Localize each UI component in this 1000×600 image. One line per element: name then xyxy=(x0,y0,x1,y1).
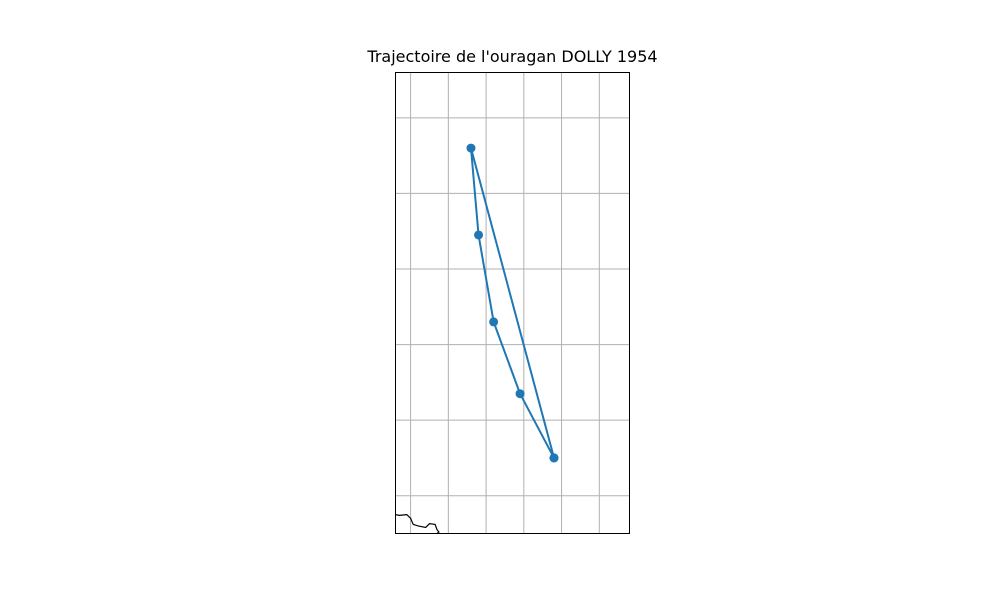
chart-title: Trajectoire de l'ouragan DOLLY 1954 xyxy=(367,47,658,66)
track-point xyxy=(474,230,484,240)
hurricane-track xyxy=(466,143,559,463)
coastline-path xyxy=(395,513,440,534)
track-point xyxy=(549,453,559,463)
map-frame xyxy=(395,72,630,534)
gridlines xyxy=(395,72,630,534)
coastline xyxy=(395,513,440,534)
track-point xyxy=(466,143,476,153)
track-line xyxy=(469,147,555,459)
track-point xyxy=(515,389,525,399)
track-point xyxy=(489,317,499,327)
